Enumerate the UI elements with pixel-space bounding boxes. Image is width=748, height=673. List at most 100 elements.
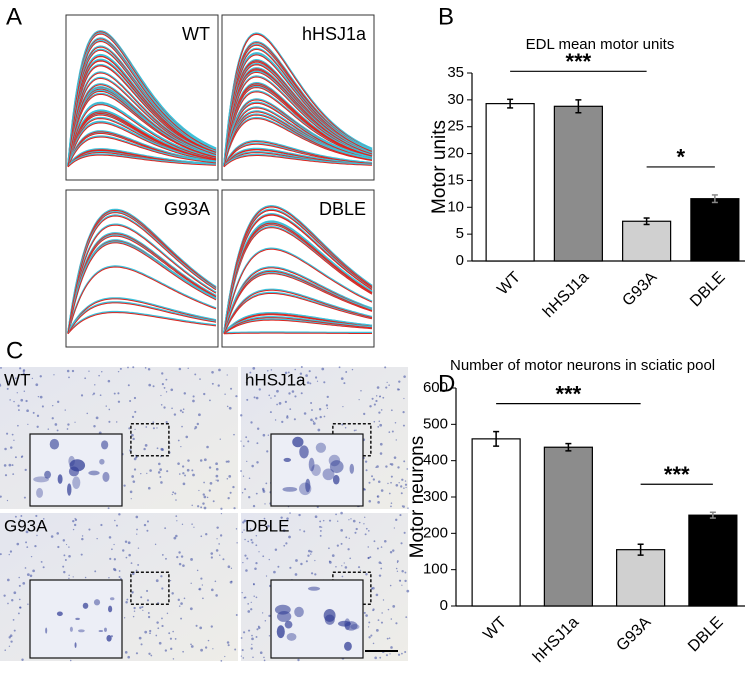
- cell-dot: [6, 432, 9, 435]
- cell-dot: [176, 556, 179, 559]
- cell-dot: [368, 499, 372, 503]
- cell-dot: [159, 476, 162, 478]
- cell-dot: [252, 504, 256, 508]
- cell-dot: [25, 399, 28, 403]
- cell-dot: [276, 403, 278, 406]
- cell-dot: [379, 656, 382, 659]
- cell-dot: [258, 551, 260, 553]
- cell-dot: [291, 390, 295, 393]
- cell-dot: [305, 560, 308, 563]
- inset: [270, 433, 364, 507]
- cell-dot: [377, 426, 380, 428]
- neuron: [69, 626, 73, 632]
- cell-dot: [390, 475, 393, 478]
- cell-dot: [373, 403, 376, 406]
- cell-dot: [323, 381, 326, 384]
- cell-dot: [222, 558, 225, 561]
- cell-dot: [64, 559, 67, 561]
- cell-dot: [208, 489, 211, 492]
- cell-dot: [288, 392, 291, 395]
- cell-dot: [53, 374, 55, 376]
- cell-dot: [50, 535, 54, 538]
- cell-dot: [117, 370, 120, 373]
- cell-dot: [311, 409, 313, 411]
- cell-dot: [66, 369, 70, 373]
- cell-dot: [84, 576, 87, 579]
- cell-dot: [215, 594, 218, 597]
- cell-dot: [147, 612, 150, 614]
- cell-dot: [262, 555, 265, 558]
- neuron: [307, 586, 321, 591]
- cell-dot: [377, 619, 380, 621]
- cell-dot: [107, 507, 110, 510]
- cell-dot: [20, 515, 23, 517]
- error-bar: [565, 442, 572, 452]
- cell-dot: [374, 656, 378, 660]
- cell-dot: [128, 427, 131, 430]
- cell-dot: [283, 544, 286, 547]
- cell-dot: [114, 519, 116, 522]
- cell-dot: [241, 492, 244, 494]
- trace: [223, 267, 373, 334]
- cell-dot: [174, 492, 177, 495]
- cell-dot: [218, 368, 221, 372]
- cell-dot: [160, 447, 164, 451]
- trace: [223, 118, 373, 167]
- cell-dot: [391, 430, 394, 433]
- x-tick-label: WT: [480, 614, 510, 644]
- cell-dot: [154, 543, 157, 546]
- cell-dot: [14, 456, 17, 459]
- cell-dot: [100, 523, 103, 527]
- cell-dot: [190, 645, 194, 648]
- cell-dot: [130, 562, 133, 565]
- cell-dot: [134, 410, 137, 413]
- cell-dot: [265, 482, 268, 485]
- cell-dot: [251, 643, 253, 645]
- trace: [223, 248, 373, 334]
- cell-dot: [19, 367, 22, 370]
- neuron: [98, 629, 104, 633]
- cell-dot: [143, 447, 146, 451]
- trace: [223, 227, 373, 334]
- cell-dot: [196, 422, 200, 426]
- cell-dot: [392, 549, 395, 552]
- trace: [223, 153, 373, 167]
- cell-dot: [164, 649, 168, 652]
- x-tick-label: hHSJ1a: [540, 269, 592, 321]
- trace: [223, 91, 373, 167]
- cell-dot: [215, 462, 218, 466]
- cell-dot: [286, 416, 289, 419]
- cell-dot: [86, 412, 89, 415]
- cell-dot: [172, 491, 175, 494]
- trace: [67, 93, 217, 167]
- cell-dot: [201, 584, 204, 586]
- trace: [223, 209, 373, 334]
- cell-dot: [160, 404, 163, 406]
- cell-dot: [165, 557, 167, 560]
- cell-dot: [176, 520, 178, 522]
- cell-dot: [108, 536, 112, 539]
- cell-dot: [199, 626, 203, 630]
- cell-dot: [214, 580, 217, 583]
- cell-dot: [250, 421, 253, 424]
- cell-dot: [72, 519, 75, 523]
- neuron: [69, 459, 86, 472]
- cell-dot: [396, 560, 399, 563]
- cell-dot: [132, 366, 135, 369]
- cell-dot: [373, 540, 376, 543]
- cell-dot: [398, 579, 402, 582]
- panel-letter: B: [438, 3, 454, 30]
- cell-dot: [173, 413, 177, 416]
- cell-dot: [372, 478, 376, 481]
- trace: [223, 331, 372, 334]
- cell-dot: [161, 624, 164, 628]
- cell-dot: [274, 419, 277, 421]
- cell-dot: [244, 554, 247, 557]
- cell-dot: [406, 589, 410, 593]
- cell-dot: [363, 611, 366, 614]
- cell-dot: [388, 637, 391, 639]
- cell-dot: [186, 468, 190, 472]
- cell-dot: [166, 612, 169, 615]
- cell-dot: [347, 548, 350, 551]
- cell-dot: [363, 412, 366, 416]
